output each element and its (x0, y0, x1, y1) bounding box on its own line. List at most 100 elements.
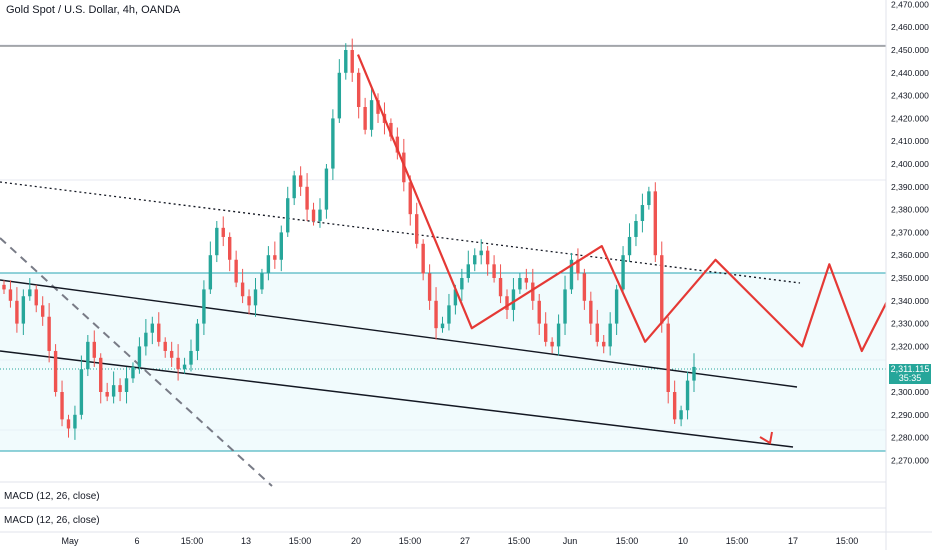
y-tick-label: 2,380.000 (891, 205, 929, 215)
candle-body (176, 357, 180, 370)
candle-body (286, 198, 290, 233)
candle-body (685, 380, 690, 411)
candle-body (208, 255, 213, 290)
chart-title: Gold Spot / U.S. Dollar, 4h, OANDA (6, 4, 181, 16)
projection-arrowhead (759, 431, 773, 445)
candle-body (666, 323, 670, 392)
time-axis[interactable]: May 6 15:00 13 15:00 20 15:00 27 15:00 Jun 15:00 10… (61, 536, 858, 546)
candle-body (66, 419, 71, 429)
x-tick-label: 15:00 (726, 536, 749, 546)
candle-body (221, 227, 225, 237)
x-tick-label: May (61, 536, 79, 546)
candle-body (453, 289, 458, 306)
y-tick-label: 2,350.000 (891, 273, 929, 283)
candle-body (518, 278, 522, 290)
candle-body (511, 289, 516, 310)
candle-body (531, 282, 535, 301)
candle-body (634, 221, 638, 237)
candle-body (427, 273, 432, 301)
candle-body (266, 255, 271, 274)
candle-body (408, 182, 412, 215)
price-scale-background (886, 0, 932, 550)
candle-body (331, 118, 335, 169)
macd-label[interactable]: MACD (12, 26, close) (4, 515, 100, 526)
candle-body (8, 289, 13, 301)
candle-body (473, 255, 477, 265)
candle-body (589, 300, 593, 324)
x-tick-label: 13 (241, 536, 251, 546)
projection-path[interactable] (356, 54, 932, 438)
y-tick-label: 2,330.000 (891, 319, 929, 329)
candle-body (163, 341, 167, 351)
candle-body (15, 300, 19, 324)
candle-body (543, 323, 548, 342)
candle-body (28, 289, 32, 297)
candle-body (369, 100, 374, 130)
candle-body (337, 72, 342, 119)
candle-body (234, 259, 238, 283)
y-tick-label: 2,360.000 (891, 250, 929, 260)
dotted-trendline[interactable] (0, 181, 801, 284)
candle-body (595, 323, 599, 342)
x-tick-label: 20 (351, 536, 361, 546)
candle-body (34, 289, 38, 306)
candle-body (2, 284, 6, 290)
candle-body (92, 341, 96, 358)
candle-body (479, 250, 483, 256)
y-tick-label: 2,300.000 (891, 387, 929, 397)
candle-body (137, 346, 142, 367)
candle-body (247, 296, 251, 306)
candle-body (692, 366, 696, 381)
candle-body (53, 350, 58, 392)
candle-body (305, 186, 309, 210)
candle-body (524, 278, 529, 283)
candle-body (157, 323, 161, 342)
price-axis[interactable]: 2,270.000 2,280.000 2,290.000 2,300.000 2,31… (891, 0, 929, 465)
candle-body (576, 259, 580, 274)
y-tick-label: 2,430.000 (891, 91, 929, 101)
candle-body (99, 357, 103, 392)
candle-body (356, 72, 361, 107)
candle-body (131, 366, 135, 379)
last-price-badge: 2,311.115 35:35 (889, 364, 931, 384)
candle-body (21, 296, 26, 324)
candle-body (124, 378, 129, 392)
candle-body (434, 300, 438, 329)
candle-body (447, 305, 451, 324)
x-tick-label: 15:00 (508, 536, 531, 546)
last-price-value: 2,311.115 (890, 364, 930, 374)
y-tick-label: 2,400.000 (891, 159, 929, 169)
candle-body (421, 243, 425, 274)
y-tick-label: 2,340.000 (891, 296, 929, 306)
x-tick-label: 10 (678, 536, 688, 546)
y-tick-label: 2,420.000 (891, 113, 929, 123)
candle-body (279, 232, 283, 260)
candle-body (647, 191, 651, 206)
candle-body (582, 273, 587, 301)
candle-body (537, 300, 541, 324)
candle-body (614, 289, 619, 324)
macd-label[interactable]: MACD (12, 26, close) (4, 491, 100, 502)
candle-body (660, 255, 664, 324)
y-tick-label: 2,440.000 (891, 68, 929, 78)
candle-body (253, 289, 258, 306)
candle-body (144, 332, 148, 347)
x-tick-label: 15:00 (289, 536, 312, 546)
candle-body (324, 168, 329, 210)
x-tick-label: 15:00 (836, 536, 859, 546)
candle-body (498, 278, 503, 297)
candle-body (627, 236, 632, 256)
candle-body (505, 296, 509, 310)
candle-body (363, 107, 367, 130)
x-tick-label: 15:00 (399, 536, 422, 546)
dashed-trendline[interactable] (0, 237, 273, 487)
candle-body (273, 255, 277, 260)
candle-body (672, 392, 677, 420)
y-tick-label: 2,290.000 (891, 410, 929, 420)
channel-upper-line[interactable] (0, 279, 798, 388)
candle-body (485, 250, 490, 265)
candle-body (150, 323, 155, 333)
candle-body (292, 175, 296, 199)
candle-body (395, 136, 400, 153)
